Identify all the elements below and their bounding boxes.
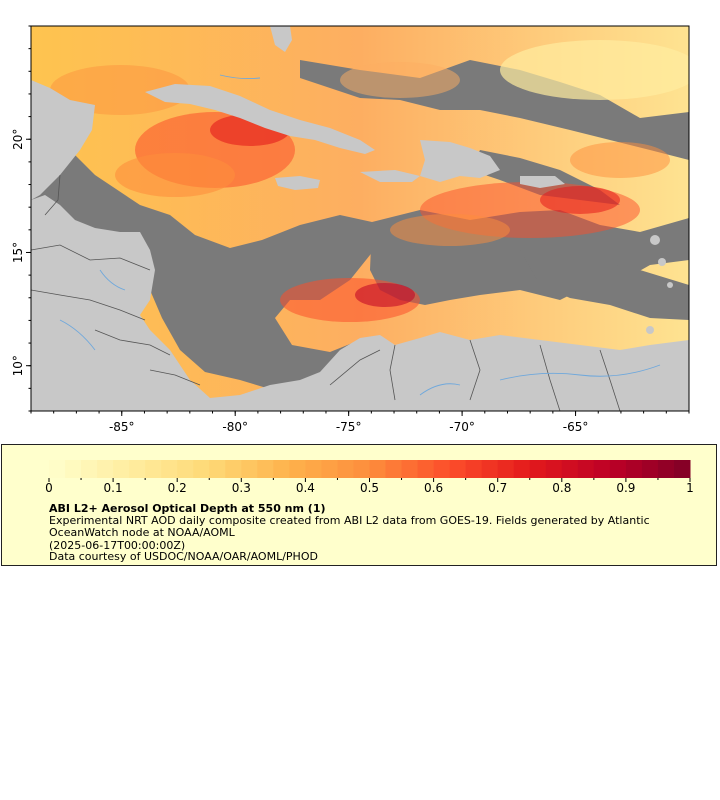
lon-tick-label: -85° [109,420,135,434]
colorbar-segment [417,460,435,478]
colorbar-segment [641,460,659,478]
colorbar-segment [385,460,403,478]
map-axes: -85° -80° -75° -70° -65° 10° 15° 20° [11,25,690,434]
aod-map: -85° -80° -75° -70° -65° 10° 15° 20° [11,25,690,434]
colorbar-segment [129,460,146,478]
country-borders [31,174,621,411]
colorbar-segment [161,460,178,478]
legend-panel: 0 0.1 0.2 0.3 0.4 0.5 0.6 0.7 0.8 0.9 1 ABI L2+ Ae… [1,444,717,566]
lon-tick-label: -80° [222,420,248,434]
colorbar-segment [433,460,451,478]
lat-tick-label: 10° [11,355,25,376]
colorbar-segment [465,460,483,478]
colorbar-segment [657,460,675,478]
aerosol-plumes [50,40,689,405]
colorbar-tick-label: 0.1 [104,481,123,495]
colorbar-segment [49,460,66,478]
map-svg: -85° -80° -75° -70° -65° 10° 15° 20° [11,25,690,434]
colorbar-tick-label: 1 [686,481,694,495]
colorbar-segment [337,460,354,478]
colorbar-segment [65,460,82,478]
colorbar-segment [241,460,258,478]
colorbar-segment [81,460,98,478]
colorbar-segment [529,460,547,478]
colorbar-segment [257,460,274,478]
colorbar-segment [305,460,322,478]
colorbar-segment [497,460,515,478]
colorbar-tick-label: 0.9 [616,481,635,495]
colorbar-segment [513,460,531,478]
lat-tick-label: 20° [11,129,25,150]
colorbar-segment [113,460,130,478]
colorbar-segment [561,460,579,478]
colorbar-segment [273,460,290,478]
lat-tick-label: 15° [11,242,25,263]
colorbar-segment [289,460,306,478]
colorbar-segment [209,460,226,478]
colorbar-segment [449,460,467,478]
colorbar-tick-label: 0.8 [552,481,571,495]
colorbar-tick-label: 0.3 [232,481,251,495]
colorbar-segment [545,460,563,478]
map-frame [30,25,690,412]
rivers [59,74,661,396]
colorbar-tick-label: 0.5 [360,481,379,495]
colorbar-segment [369,460,387,478]
legend-date: (2025-06-17T00:00:00Z) [49,539,186,552]
colorbar-segment [97,460,114,478]
legend-title: ABI L2+ Aerosol Optical Depth at 550 nm … [49,502,326,515]
lon-tick-label: -65° [563,420,589,434]
colorbar-segment [401,460,419,478]
legend-description: Experimental NRT AOD daily composite cre… [49,514,650,539]
colorbar-tick-label: 0.2 [168,481,187,495]
lon-tick-label: -70° [449,420,475,434]
colorbar-segment [193,460,210,478]
colorbar-segment [177,460,194,478]
colorbar-tick-label: 0.6 [424,481,443,495]
colorbar-segment [481,460,499,478]
colorbar-segment [577,460,595,478]
colorbar-tick-label: 0 [45,481,53,495]
land-masses [31,26,689,411]
legend-credit: Data courtesy of USDOC/NOAA/OAR/AOML/PHO… [49,550,318,563]
colorbar-tick-label: 0.7 [488,481,507,495]
colorbar-tick-label: 0.4 [296,481,315,495]
colorbar-segment [673,460,691,478]
colorbar: 0 0.1 0.2 0.3 0.4 0.5 0.6 0.7 0.8 0.9 1 [45,460,694,495]
colorbar-segment [609,460,627,478]
colorbar-segment [225,460,242,478]
colorbar-segment [593,460,611,478]
lon-tick-label: -75° [336,420,362,434]
colorbar-segment [321,460,338,478]
colorbar-segment [353,460,370,478]
colorbar-segment [145,460,162,478]
colorbar-segment [625,460,643,478]
